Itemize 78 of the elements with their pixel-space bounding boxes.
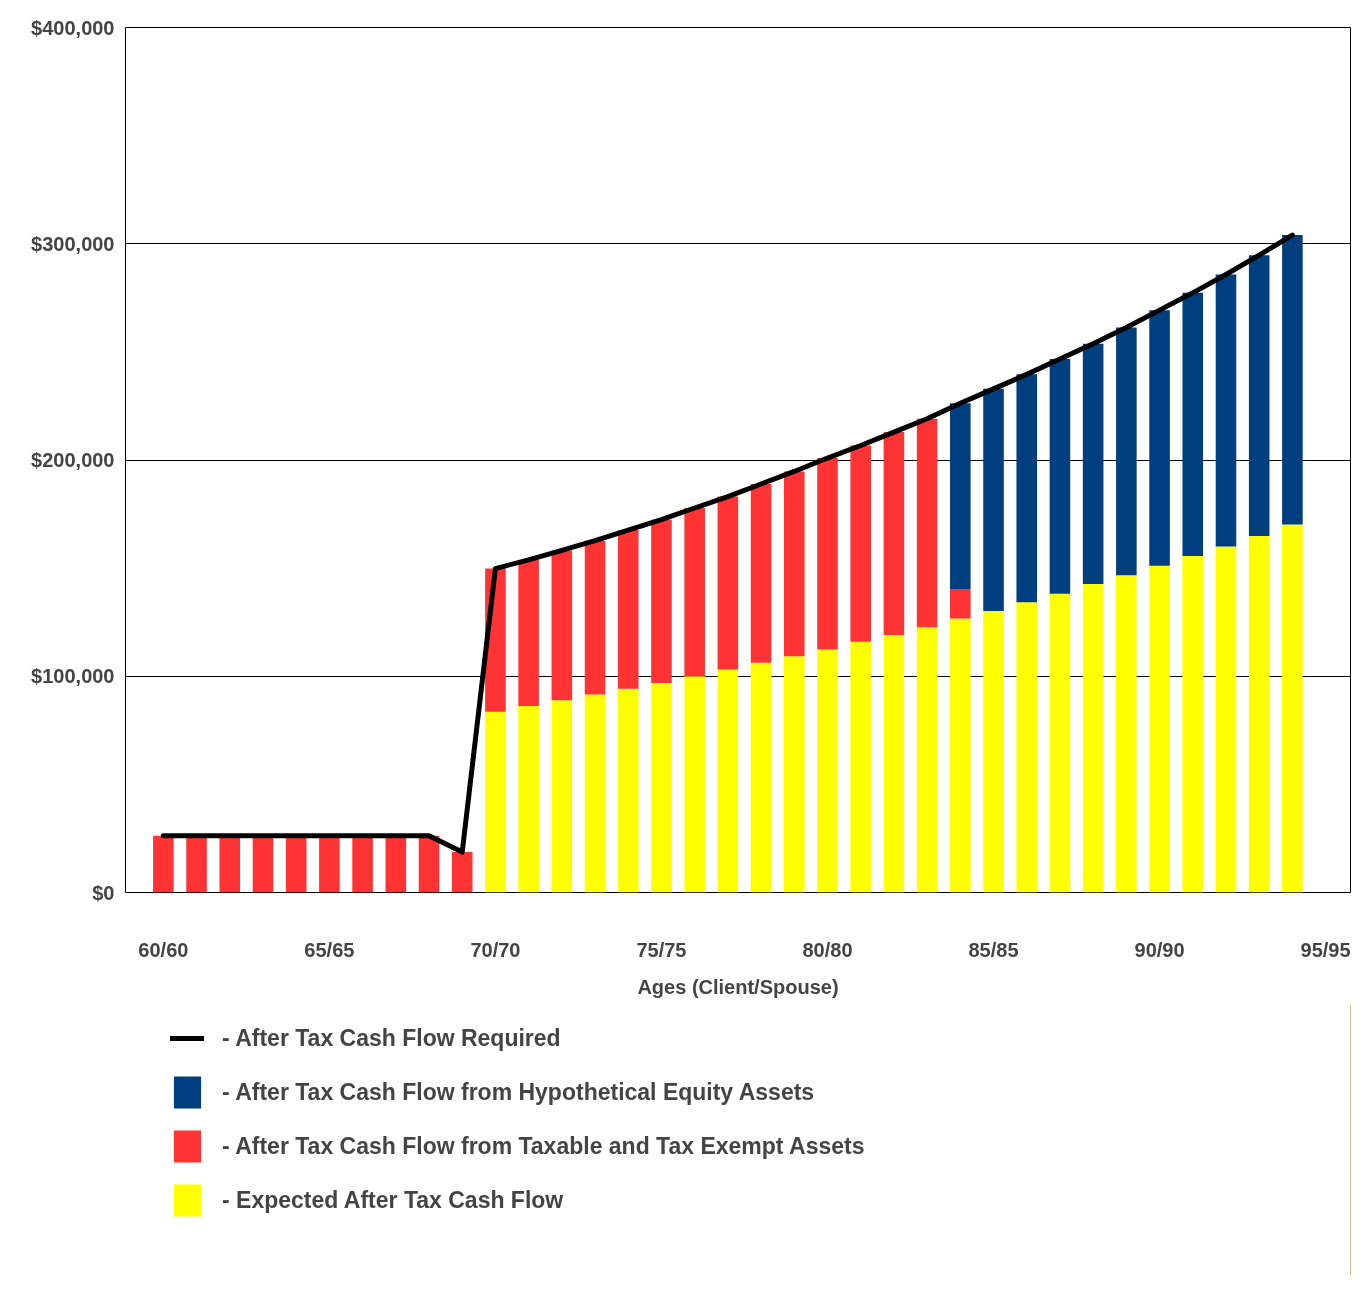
x-tick-label: 65/65 bbox=[304, 938, 355, 961]
bar bbox=[950, 403, 971, 589]
bar bbox=[1282, 524, 1303, 893]
bar bbox=[750, 662, 772, 893]
bar bbox=[883, 634, 905, 893]
bar bbox=[584, 540, 606, 695]
bar bbox=[352, 835, 373, 893]
bar bbox=[850, 641, 871, 893]
bar bbox=[916, 418, 938, 628]
bar bbox=[385, 835, 407, 893]
bar bbox=[1149, 565, 1170, 893]
bar bbox=[916, 627, 938, 893]
x-tick-label: 75/75 bbox=[636, 938, 687, 961]
bar bbox=[1049, 359, 1071, 594]
y-tick-label: $400,000 bbox=[31, 16, 115, 39]
legend-label: - After Tax Cash Flow Required bbox=[222, 1024, 561, 1052]
bar bbox=[1182, 292, 1204, 557]
bar bbox=[319, 835, 340, 893]
legend-label: - After Tax Cash Flow from Taxable and Tax Exempt Assets bbox=[222, 1132, 865, 1160]
y-tick-label: $200,000 bbox=[31, 449, 115, 471]
y-tick-label: $300,000 bbox=[31, 232, 115, 255]
bar bbox=[717, 496, 739, 670]
bar bbox=[285, 835, 307, 893]
y-tick-label: $100,000 bbox=[31, 665, 115, 688]
bar bbox=[1082, 343, 1104, 584]
bar bbox=[1248, 535, 1270, 893]
x-tick-label: 95/95 bbox=[1300, 938, 1351, 961]
bar bbox=[983, 610, 1004, 893]
x-tick-label: 80/80 bbox=[802, 938, 853, 961]
bar bbox=[153, 835, 174, 893]
x-tick-label: 90/90 bbox=[1134, 938, 1185, 961]
bar bbox=[219, 835, 241, 893]
bar bbox=[783, 471, 805, 657]
bar bbox=[850, 445, 871, 642]
bar bbox=[783, 656, 805, 893]
legend-label: - After Tax Cash Flow from Hypothetical Equity Assets bbox=[222, 1078, 815, 1106]
bar bbox=[651, 519, 672, 683]
bar bbox=[1215, 274, 1237, 547]
bar bbox=[983, 388, 1004, 611]
bar bbox=[817, 458, 838, 650]
bar bbox=[551, 550, 573, 701]
x-axis-title: Ages (Client/Spouse) bbox=[637, 975, 839, 998]
bar bbox=[1248, 255, 1270, 536]
bar bbox=[518, 706, 539, 893]
bar bbox=[750, 484, 772, 663]
x-tick-label: 85/85 bbox=[968, 938, 1019, 961]
bar bbox=[1082, 583, 1104, 893]
bar bbox=[1016, 374, 1038, 603]
bar bbox=[518, 559, 539, 707]
bar bbox=[1282, 235, 1303, 525]
bar bbox=[717, 669, 739, 893]
bar bbox=[1116, 575, 1137, 893]
y-tick-label: $0 bbox=[92, 881, 115, 904]
bar bbox=[1049, 593, 1071, 893]
bar bbox=[584, 694, 606, 893]
x-tick-label: 70/70 bbox=[470, 938, 521, 961]
bar bbox=[1116, 327, 1137, 576]
bar bbox=[617, 530, 639, 689]
bar bbox=[186, 835, 207, 893]
x-tick-label: 60/60 bbox=[138, 938, 189, 961]
legend-label: - Expected After Tax Cash Flow bbox=[222, 1186, 564, 1214]
bar bbox=[950, 618, 971, 893]
bar bbox=[684, 676, 705, 893]
bar bbox=[485, 711, 506, 893]
bar bbox=[451, 852, 473, 893]
bar bbox=[817, 649, 838, 893]
bar bbox=[684, 508, 705, 677]
bar bbox=[1182, 556, 1204, 893]
bar bbox=[1215, 546, 1237, 893]
bar bbox=[617, 688, 639, 893]
bar bbox=[551, 700, 573, 893]
bar bbox=[883, 432, 905, 635]
bar bbox=[1016, 602, 1038, 893]
bar bbox=[252, 835, 274, 893]
bar bbox=[950, 588, 971, 619]
bar bbox=[651, 682, 672, 893]
bar bbox=[418, 835, 440, 893]
bar bbox=[1149, 310, 1170, 566]
